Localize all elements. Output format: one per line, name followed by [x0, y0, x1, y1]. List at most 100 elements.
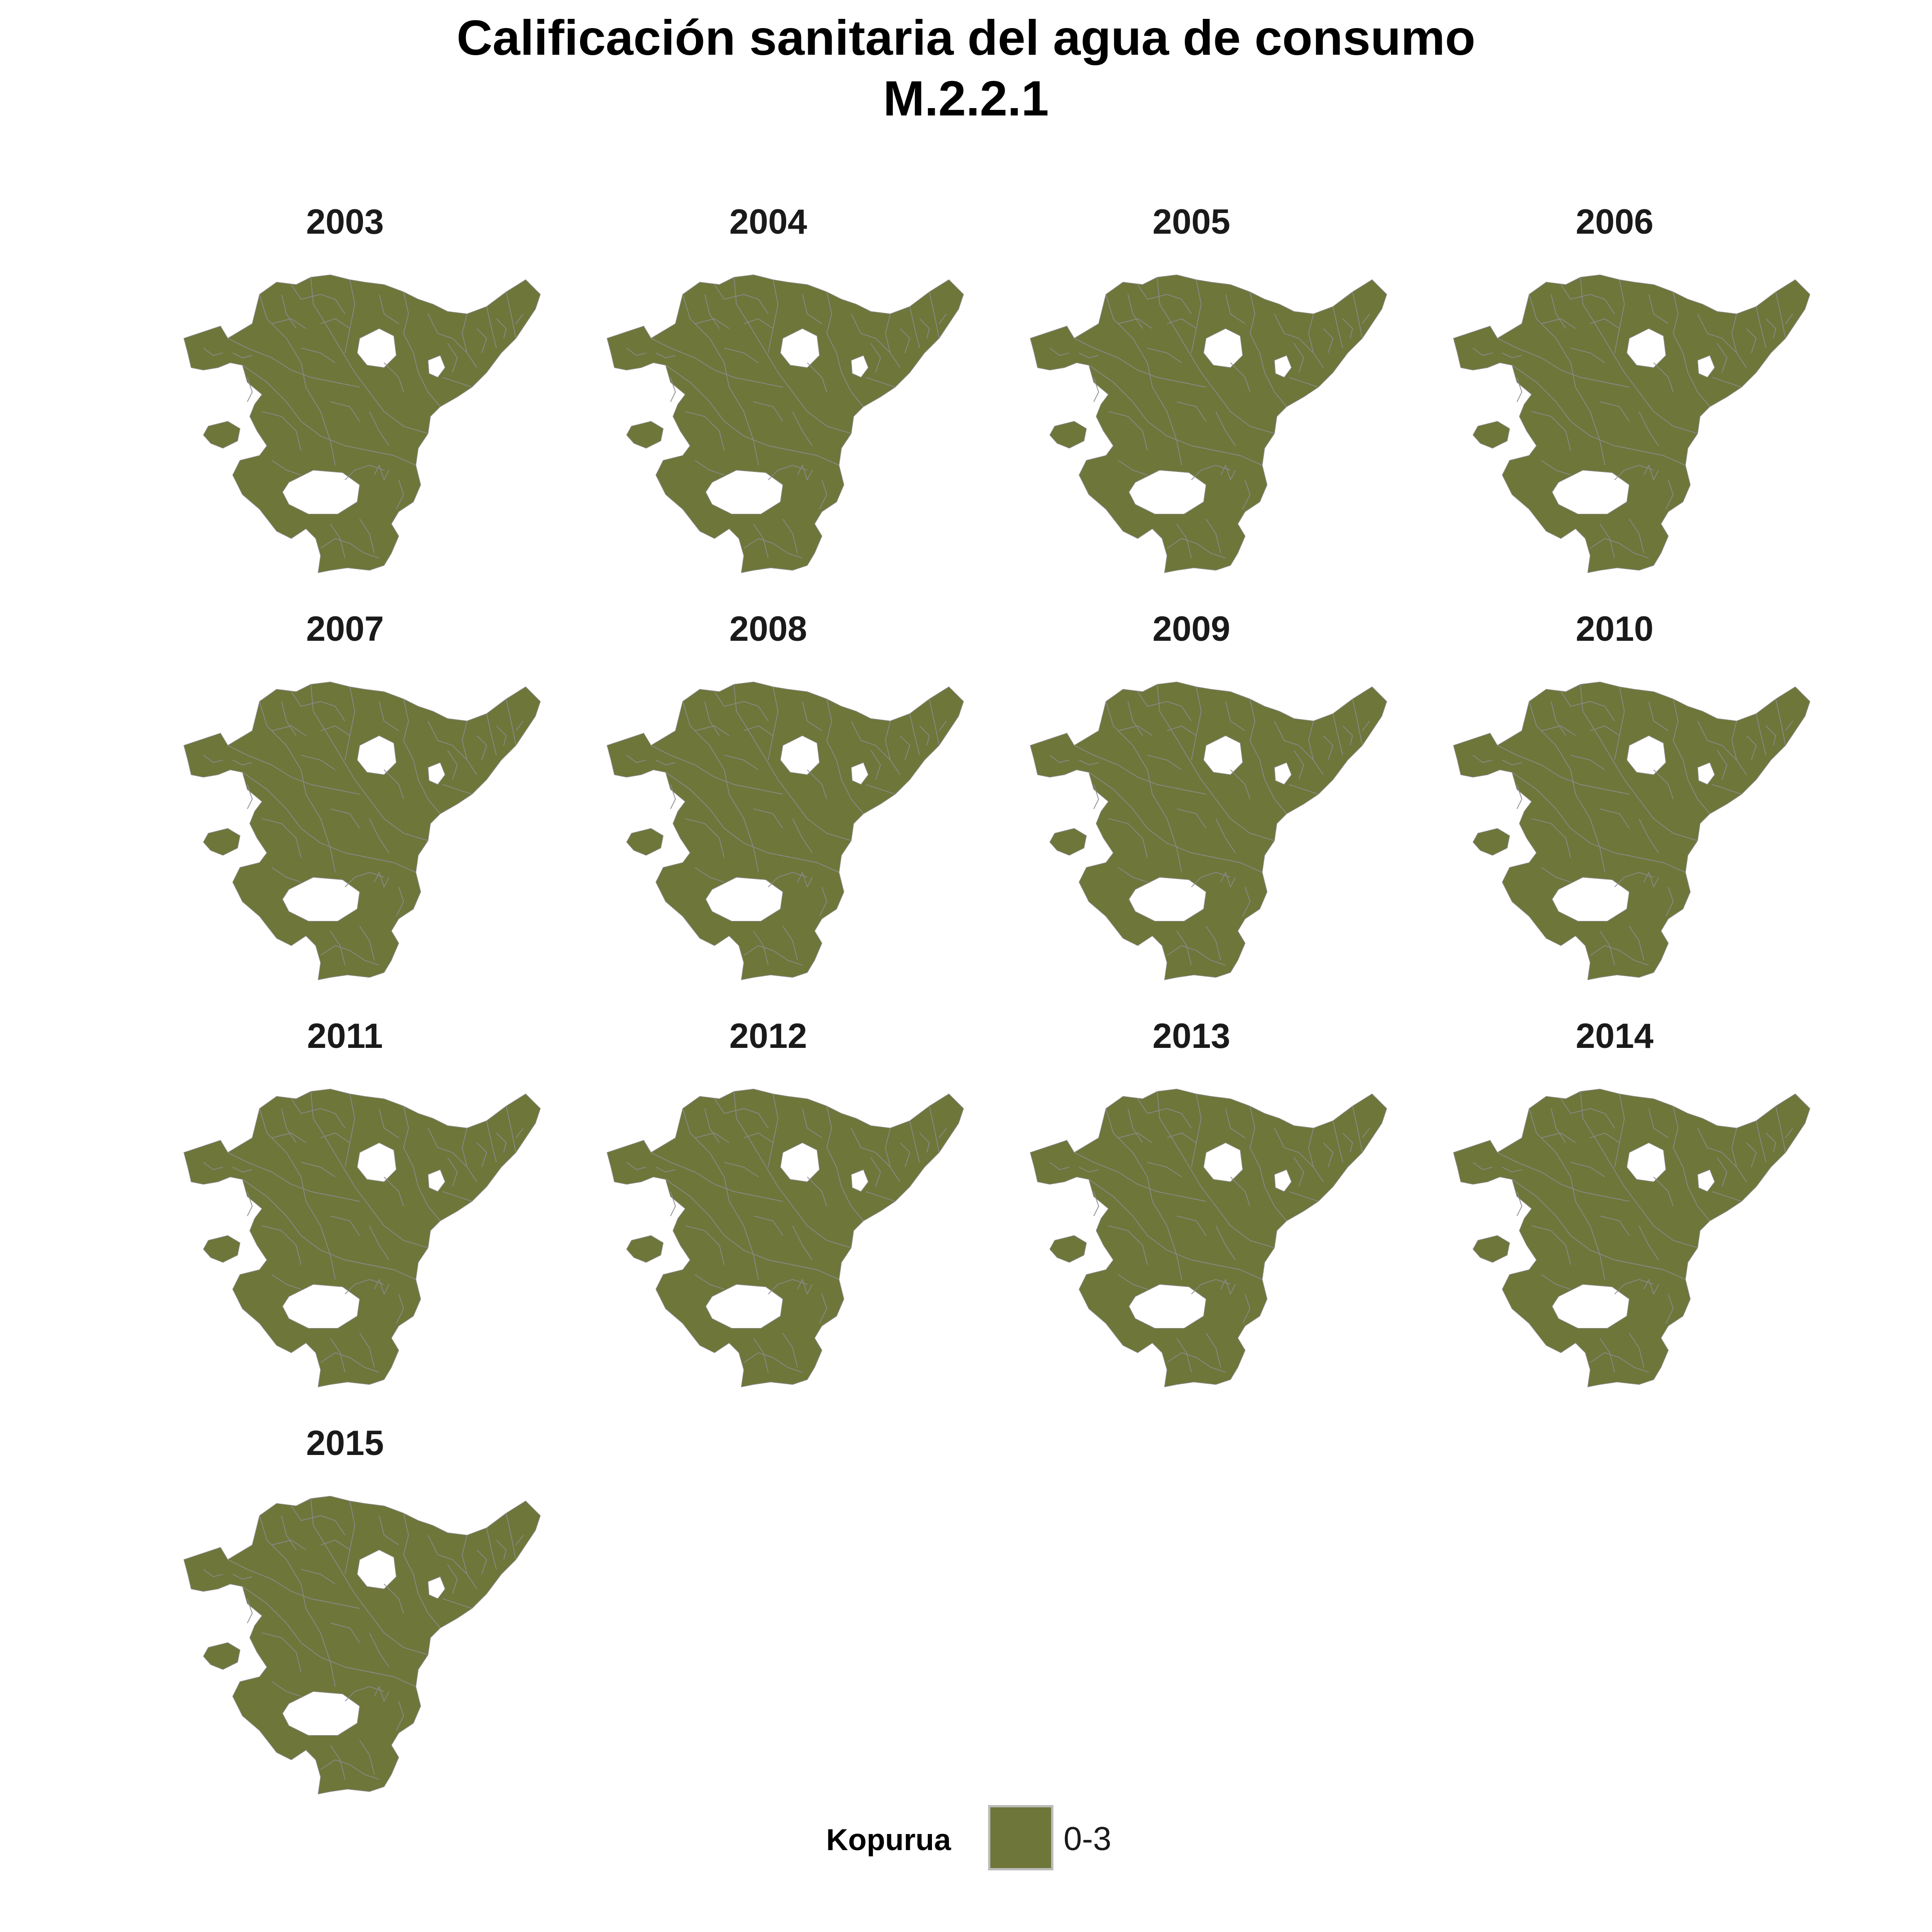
municipality-border — [665, 772, 840, 873]
municipality-border — [1074, 745, 1207, 795]
municipality-border — [670, 784, 676, 809]
municipality-border — [1049, 1162, 1070, 1170]
municipality-border — [1590, 318, 1620, 329]
municipality-border — [1308, 721, 1324, 775]
municipality-border — [1274, 314, 1314, 353]
municipality-border — [626, 348, 646, 356]
map-panel-2010: 2010 — [1408, 612, 1822, 980]
region-shape — [1029, 274, 1387, 573]
municipality-border — [1570, 347, 1605, 363]
municipality-border — [1156, 684, 1275, 841]
municipality-border — [506, 699, 517, 746]
municipality-border — [1551, 294, 1566, 329]
municipality-border — [1294, 750, 1305, 780]
map-panel-2005: 2005 — [984, 205, 1398, 573]
municipality-border — [330, 1745, 345, 1780]
municipality-border — [1629, 518, 1644, 553]
municipality-border — [1308, 314, 1324, 368]
municipality-border — [477, 1142, 487, 1167]
municipality-border — [1531, 818, 1571, 858]
panel-title: 2007 — [306, 610, 384, 649]
panel-title: 2010 — [1576, 610, 1654, 649]
municipality-border — [506, 292, 517, 339]
municipality-border — [403, 292, 441, 407]
municipality-border — [797, 1279, 813, 1295]
municipality-border — [1118, 318, 1153, 329]
municipality-border — [427, 314, 467, 353]
municipality-border — [242, 1179, 416, 1280]
municipality-border — [310, 1091, 428, 1248]
region-map — [1453, 681, 1811, 980]
region-exclave — [1472, 1235, 1510, 1263]
municipality-border — [695, 867, 724, 883]
municipality-border — [1147, 1162, 1182, 1178]
municipality-border — [851, 1128, 891, 1167]
region-map — [606, 681, 964, 980]
municipality-border — [374, 872, 390, 888]
municipality-border — [1093, 784, 1099, 809]
municipality-border — [369, 818, 390, 853]
municipality-border — [1541, 725, 1576, 736]
map-panel-2008: 2008 — [561, 612, 975, 980]
municipality-border — [1673, 1106, 1710, 1221]
municipality-border — [797, 465, 813, 481]
municipality-border — [291, 1506, 345, 1535]
municipality-border — [714, 691, 769, 721]
municipality-border — [1191, 686, 1202, 760]
municipality-border — [807, 362, 828, 392]
municipality-border — [1516, 1191, 1523, 1216]
municipality-border — [1191, 1279, 1231, 1294]
municipality-border — [1156, 1091, 1275, 1248]
municipality-border — [685, 818, 725, 858]
municipality-border — [782, 518, 798, 553]
municipality-border — [1765, 1133, 1777, 1153]
municipality-border — [359, 1333, 375, 1368]
municipality-border — [1590, 538, 1649, 558]
municipality-border — [1093, 1191, 1099, 1216]
municipality-border — [1756, 1121, 1766, 1162]
municipality-border — [1775, 699, 1786, 746]
municipality-border — [1088, 1179, 1263, 1280]
municipality-border — [359, 518, 375, 553]
municipality-border — [1643, 1279, 1659, 1295]
region-map — [606, 274, 964, 573]
municipality-border — [807, 1176, 828, 1207]
municipality-border — [1323, 328, 1334, 353]
region-exclave — [203, 828, 241, 856]
municipality-border — [753, 523, 769, 558]
municipality-border — [427, 721, 467, 760]
municipality-border — [515, 1127, 524, 1138]
municipality-border — [330, 1338, 345, 1373]
municipality-border — [301, 347, 336, 363]
municipality-border — [938, 720, 947, 731]
municipality-border — [427, 1128, 467, 1167]
municipality-border — [851, 314, 891, 353]
region-map — [183, 1495, 541, 1794]
municipality-border — [1176, 808, 1207, 829]
municipality-border — [1127, 1108, 1143, 1143]
municipality-border — [704, 1108, 720, 1143]
municipality-border — [1541, 1133, 1576, 1143]
municipality-border — [768, 686, 779, 760]
map-panel-2012: 2012 — [561, 1019, 975, 1387]
municipality-border — [1215, 818, 1236, 853]
municipality-border — [900, 735, 910, 760]
municipality-border — [1308, 1128, 1324, 1182]
municipality-border — [1147, 347, 1182, 363]
municipality-border — [1342, 725, 1353, 746]
municipality-border — [486, 306, 497, 348]
municipality-border — [1167, 318, 1197, 329]
municipality-border — [345, 686, 356, 760]
municipality-border — [1746, 735, 1757, 760]
municipality-border — [486, 713, 497, 755]
municipality-border — [447, 1564, 458, 1594]
municipality-border — [1167, 1133, 1197, 1143]
region-shape — [1453, 274, 1811, 573]
municipality-border — [345, 872, 385, 887]
municipality-border — [403, 1106, 441, 1221]
municipality-border — [301, 1569, 336, 1585]
municipality-border — [1342, 318, 1353, 339]
municipality-border — [1215, 411, 1236, 446]
municipality-border — [1639, 411, 1659, 446]
municipality-border — [1497, 745, 1630, 795]
